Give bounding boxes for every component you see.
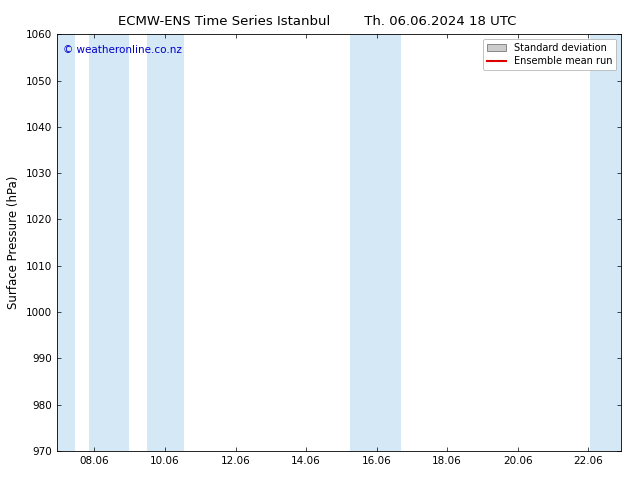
Bar [89,34,129,451]
Bar [350,34,401,451]
Y-axis label: Surface Pressure (hPa): Surface Pressure (hPa) [8,176,20,309]
Bar [147,34,184,451]
Bar [590,34,621,451]
Bar [57,34,75,451]
Text: ECMW-ENS Time Series Istanbul        Th. 06.06.2024 18 UTC: ECMW-ENS Time Series Istanbul Th. 06.06.… [118,15,516,28]
Text: © weatheronline.co.nz: © weatheronline.co.nz [63,45,181,55]
Legend: Standard deviation, Ensemble mean run: Standard deviation, Ensemble mean run [483,39,616,70]
